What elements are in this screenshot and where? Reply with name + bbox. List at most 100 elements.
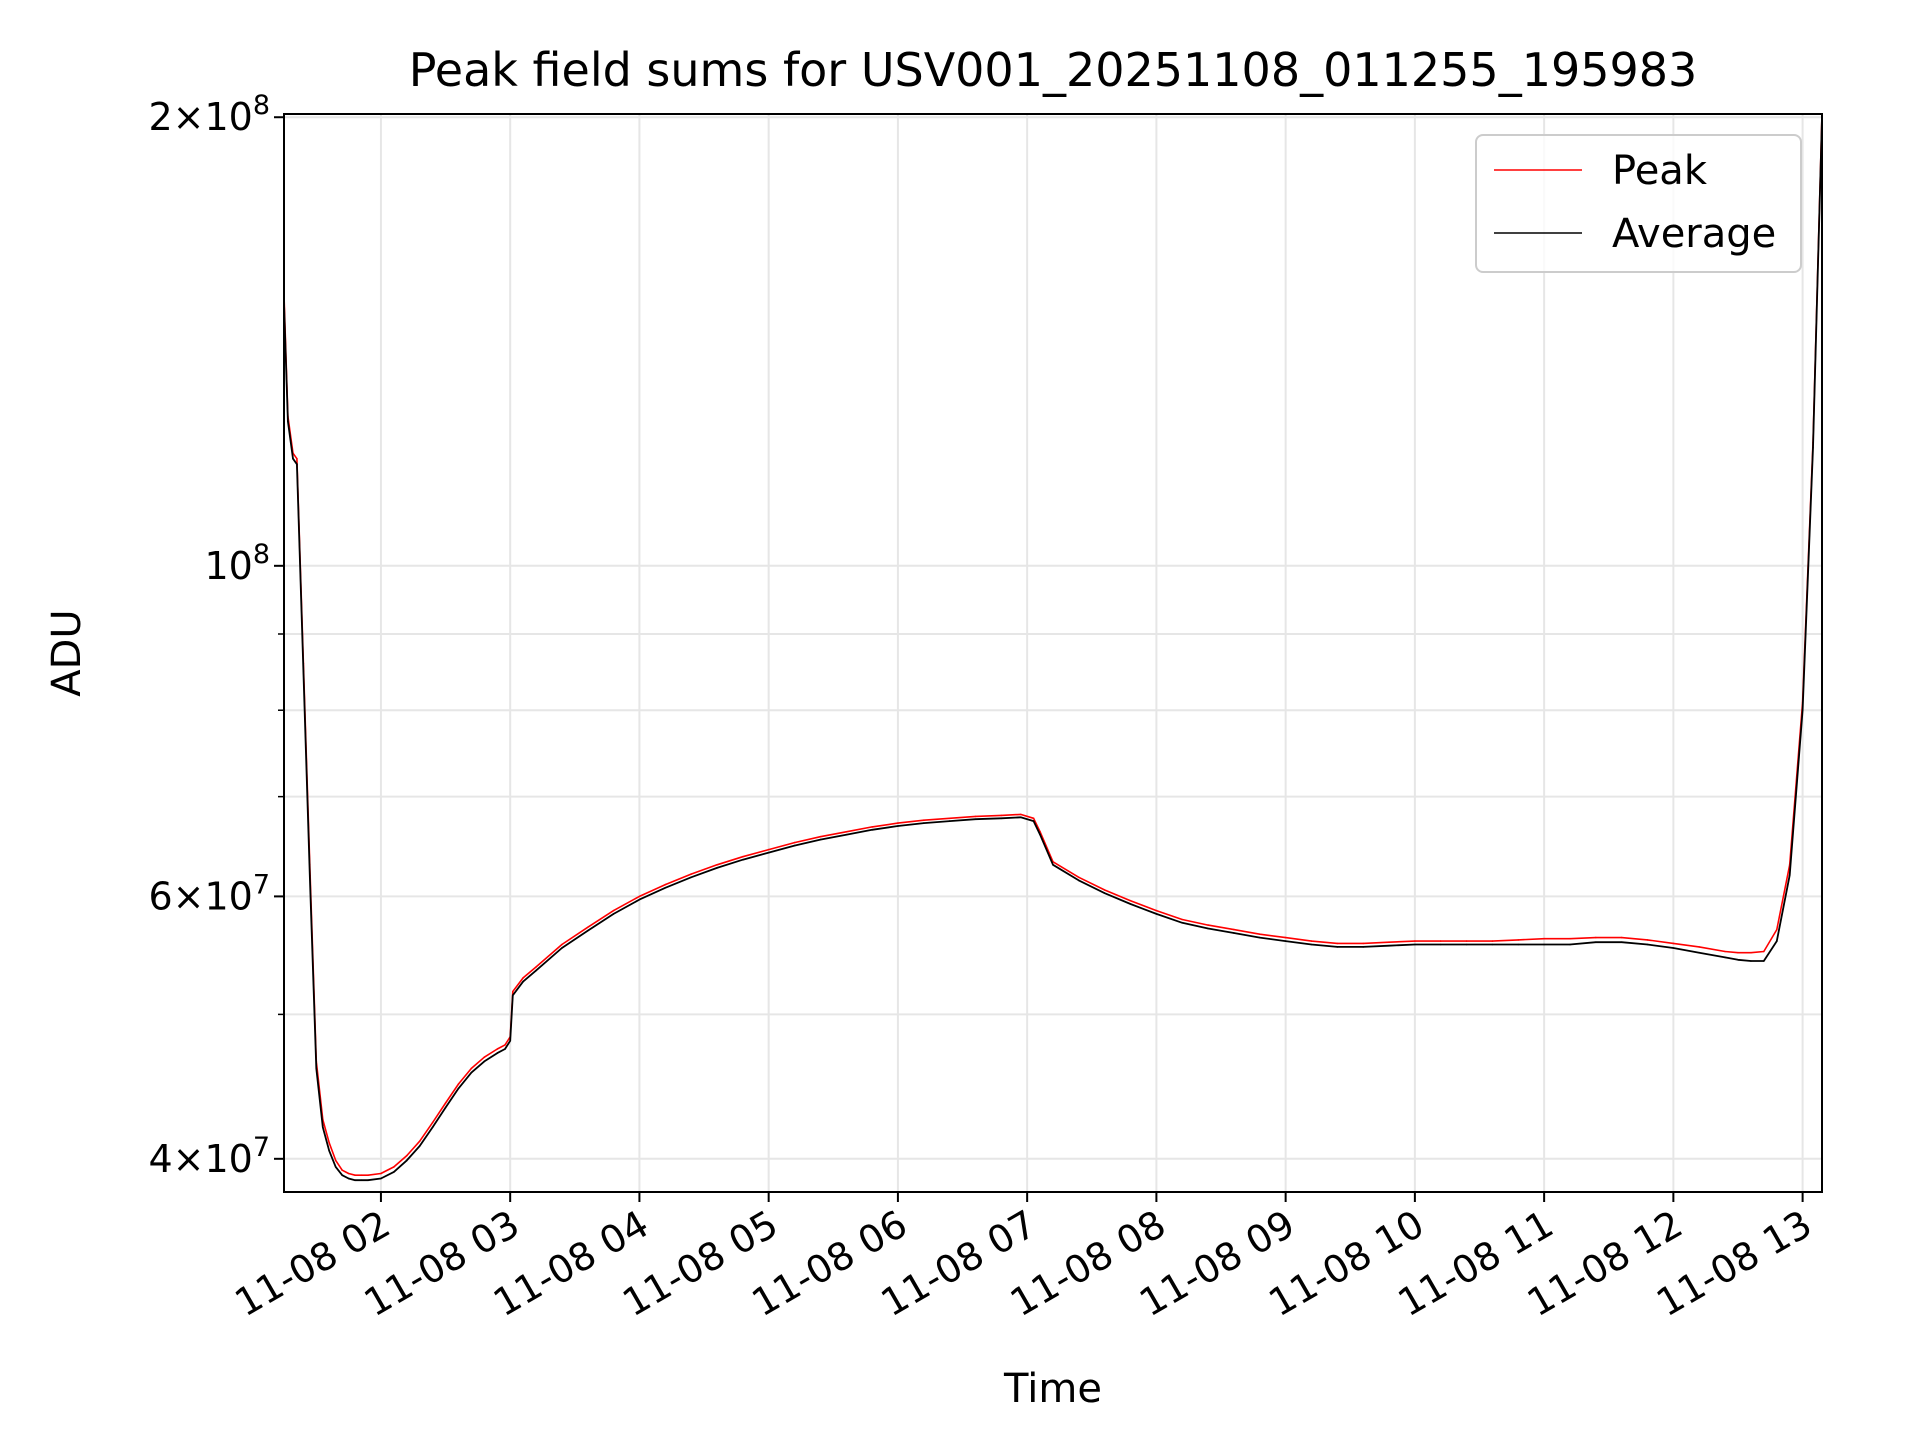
data-point-average [561, 947, 563, 949]
data-point-average [483, 1060, 486, 1063]
data-point-average [341, 1174, 344, 1176]
data-point-average [1207, 927, 1209, 930]
data-point-average [974, 818, 977, 820]
data-point-average [1698, 951, 1700, 954]
data-point-average [638, 898, 641, 901]
data-point-peak [1388, 941, 1390, 943]
data-point-average [315, 1067, 318, 1070]
data-point-average [509, 1040, 512, 1042]
legend-label-peak: Peak [1612, 148, 1708, 194]
data-point-peak [1737, 951, 1739, 954]
data-point-peak [742, 855, 744, 858]
data-point-average [1569, 943, 1571, 946]
data-point-average [1414, 943, 1416, 946]
y-tick-base: 6×10 [148, 874, 252, 918]
data-point-average [612, 913, 615, 915]
legend-label-average: Average [1612, 211, 1776, 257]
data-point-peak [496, 1048, 499, 1050]
data-point-peak [1672, 942, 1675, 945]
data-point-peak [1491, 940, 1494, 942]
data-point-average [287, 420, 289, 423]
data-point-average [302, 670, 305, 672]
data-point-peak [1362, 942, 1364, 945]
data-point-peak [664, 883, 667, 886]
data-point-average [1284, 940, 1287, 942]
data-point-average [1646, 943, 1649, 946]
data-point-average [1465, 943, 1468, 946]
data-point-average [897, 825, 899, 827]
data-point-average [819, 838, 822, 841]
data-point-peak [341, 1169, 344, 1171]
data-point-average [1763, 960, 1765, 962]
data-point-average [1595, 941, 1597, 943]
data-point-average [496, 1052, 499, 1054]
data-point-average [845, 833, 847, 836]
data-point-peak [522, 977, 524, 979]
data-point-average [923, 822, 925, 824]
data-point-peak [1284, 936, 1287, 939]
data-point-average [1032, 820, 1035, 822]
data-point-peak [690, 873, 692, 875]
data-point-average [1181, 922, 1183, 924]
data-point-average [347, 1177, 350, 1180]
data-point-peak [586, 926, 589, 929]
data-point-peak [328, 1142, 331, 1144]
data-point-peak [1336, 942, 1339, 945]
data-point-peak [1207, 924, 1209, 926]
data-point-average [418, 1145, 421, 1147]
data-point-average [1155, 913, 1158, 915]
y-tick-base: 4×10 [148, 1137, 252, 1181]
data-point-peak [1724, 950, 1726, 953]
data-point-peak [504, 1044, 506, 1046]
plot-frame [283, 113, 1823, 1193]
data-point-peak [1517, 939, 1520, 941]
data-point-average [1362, 946, 1364, 948]
data-point-peak [483, 1056, 486, 1058]
data-point-peak [406, 1154, 408, 1157]
data-point-peak [1595, 936, 1597, 939]
data-point-average [1078, 879, 1080, 882]
y-tick-exponent: 7 [253, 869, 270, 900]
data-point-average [1336, 946, 1339, 948]
data-point-average [360, 1179, 363, 1181]
data-point-average [354, 1179, 356, 1181]
y-tick-exponent: 8 [253, 90, 270, 121]
data-point-peak [470, 1067, 473, 1070]
data-point-peak [360, 1174, 363, 1176]
data-point-average [1310, 943, 1313, 946]
data-point-peak [512, 990, 514, 993]
data-point-average [1812, 447, 1814, 449]
data-point-peak [923, 819, 925, 821]
data-point-peak [380, 1172, 382, 1175]
data-point-peak [819, 835, 822, 838]
data-point-peak [457, 1083, 460, 1085]
data-point-peak [1465, 940, 1468, 942]
grid-lines [284, 114, 1822, 1192]
data-point-peak [431, 1121, 434, 1124]
data-point-peak [1620, 936, 1623, 939]
data-point-peak [561, 943, 563, 946]
series-line-average [284, 117, 1822, 1182]
data-point-average [1788, 874, 1791, 876]
data-point-average [690, 876, 692, 879]
data-point-average [328, 1150, 331, 1152]
data-point-average [948, 820, 951, 822]
data-point-average [1517, 943, 1520, 946]
data-point-peak [1000, 814, 1003, 817]
data-point-average [1801, 709, 1804, 711]
data-point-peak [1181, 918, 1183, 921]
data-point-peak [1569, 937, 1571, 940]
data-point-peak [296, 457, 298, 460]
y-tick-label: 6×107 [148, 869, 270, 918]
data-point-average [431, 1126, 434, 1128]
data-point-peak [347, 1172, 350, 1175]
y-tick-exponent: 7 [253, 1132, 270, 1163]
data-point-average [742, 858, 744, 861]
data-point-average [406, 1159, 408, 1162]
data-point-peak [1543, 937, 1545, 940]
data-point-average [1000, 817, 1003, 820]
data-point-peak [393, 1166, 395, 1168]
data-point-peak [948, 817, 951, 820]
data-point-average [1724, 956, 1726, 959]
data-point-average [444, 1106, 447, 1109]
